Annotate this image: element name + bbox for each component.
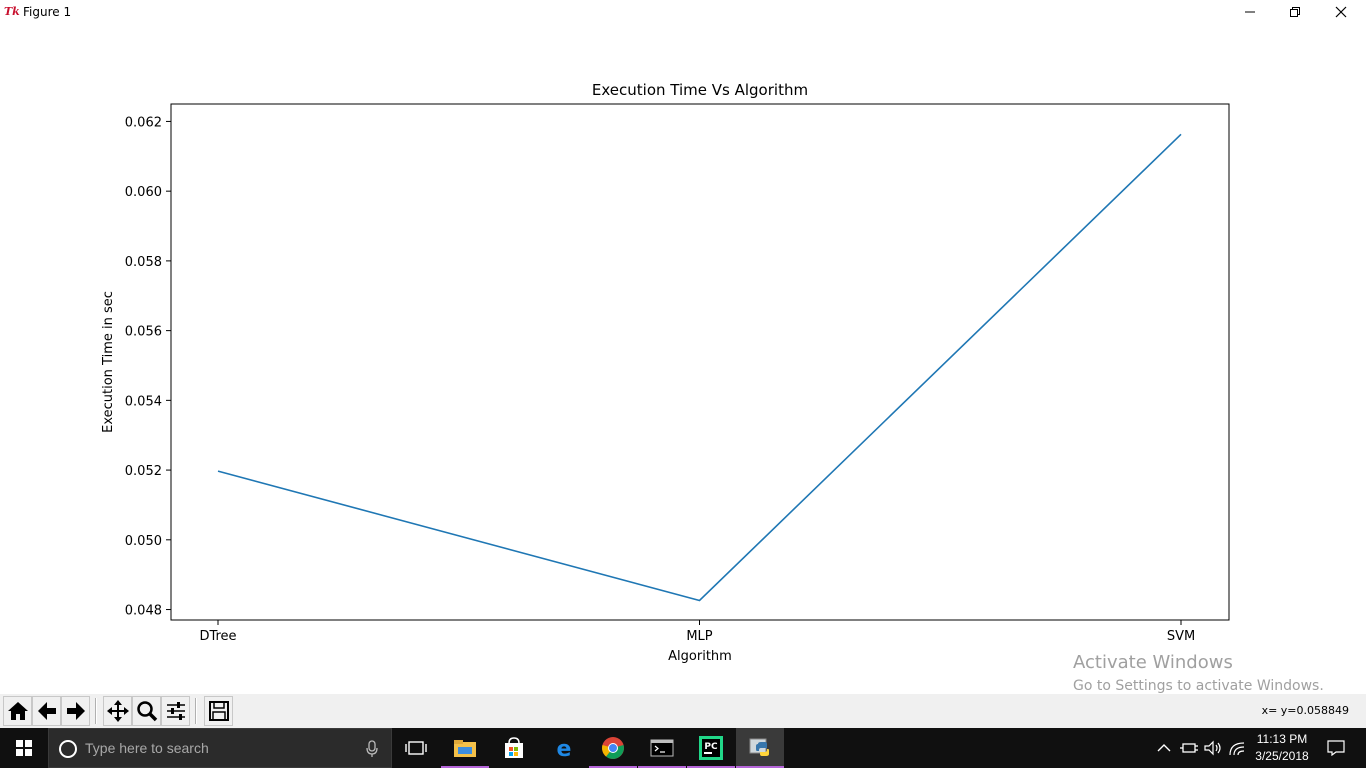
microphone-icon[interactable] <box>365 740 379 758</box>
toolbar-separator <box>95 698 97 724</box>
y-axis: 0.048 0.050 0.052 0.054 0.056 0.058 0.060 0.062 <box>125 115 171 619</box>
activate-windows-watermark: Activate Windows Go to Settings to activ… <box>1073 652 1324 696</box>
running-indicator <box>687 766 735 768</box>
running-indicator <box>589 766 637 768</box>
taskbar-chrome[interactable] <box>589 728 637 768</box>
x-tick-label: MLP <box>686 629 712 644</box>
svg-text:e: e <box>557 737 572 759</box>
configure-subplots-icon <box>166 702 185 720</box>
pycharm-icon: PC <box>699 736 723 760</box>
watermark-title: Activate Windows <box>1073 652 1233 673</box>
tk-icon: Tk <box>4 5 20 18</box>
clock-date: 3/25/2018 <box>1255 749 1309 763</box>
y-tick-label: 0.060 <box>125 185 162 200</box>
windows-logo-icon <box>16 740 32 756</box>
toolbar-separator <box>195 698 197 724</box>
battery-plug-icon <box>1180 743 1198 753</box>
start-button[interactable] <box>0 728 48 768</box>
cortana-icon <box>59 740 77 758</box>
taskbar-python-figure[interactable] <box>736 728 784 768</box>
svg-text:PC: PC <box>704 742 718 752</box>
task-view-icon <box>405 741 427 755</box>
home-icon <box>7 702 28 720</box>
plot-area <box>170 103 1230 621</box>
notification-icon <box>1327 740 1345 756</box>
watermark-subtitle: Go to Settings to activate Windows. <box>1073 678 1324 694</box>
figure-canvas[interactable]: Execution Time Vs Algorithm 0.048 0.050 0.… <box>0 24 1366 694</box>
y-tick-label: 0.048 <box>125 604 162 619</box>
back-button[interactable] <box>32 696 61 726</box>
clock-time: 11:13 PM <box>1256 732 1308 746</box>
pan-button[interactable] <box>103 696 132 726</box>
close-icon <box>1335 6 1347 18</box>
x-axis-label: Algorithm <box>668 649 732 664</box>
forward-arrow-icon <box>66 702 85 720</box>
series-line <box>217 133 1182 602</box>
power-tray-button[interactable] <box>1177 728 1201 768</box>
y-tick-label: 0.050 <box>125 534 162 549</box>
minimize-icon <box>1245 11 1255 13</box>
y-tick-label: 0.052 <box>125 464 162 479</box>
zoom-icon <box>136 701 157 722</box>
chart-title: Execution Time Vs Algorithm <box>592 81 808 99</box>
taskbar-command-prompt[interactable] <box>638 728 686 768</box>
network-tray-button[interactable] <box>1226 728 1250 768</box>
running-indicator <box>441 766 489 768</box>
window-title: Figure 1 <box>23 5 72 19</box>
y-tick-label: 0.056 <box>125 325 162 340</box>
forward-button[interactable] <box>61 696 90 726</box>
minimize-button[interactable] <box>1227 0 1273 24</box>
taskbar-file-explorer[interactable] <box>441 728 489 768</box>
line-chart: Execution Time Vs Algorithm 0.0480.0500.… <box>101 81 1230 664</box>
back-arrow-icon <box>37 702 56 720</box>
y-tick-label: 0.054 <box>125 394 162 409</box>
running-indicator <box>638 766 686 768</box>
taskbar-clock[interactable]: 11:13 PM 3/25/2018 <box>1252 731 1312 765</box>
close-button[interactable] <box>1318 0 1364 24</box>
configure-subplots-button[interactable] <box>161 696 190 726</box>
cursor-coordinates: x= y=0.058849 <box>1261 704 1349 717</box>
pan-icon <box>106 700 129 722</box>
search-placeholder: Type here to search <box>85 740 209 756</box>
save-button[interactable] <box>204 696 233 726</box>
wifi-icon <box>1229 742 1245 756</box>
save-icon <box>208 701 229 721</box>
zoom-button[interactable] <box>132 696 161 726</box>
store-icon <box>505 737 523 758</box>
windows-taskbar: Type here to search <box>0 728 1366 768</box>
y-axis-label: Execution Time in sec <box>101 291 116 433</box>
taskbar-search-box[interactable]: Type here to search <box>48 728 392 768</box>
volume-tray-button[interactable] <box>1201 728 1225 768</box>
chrome-icon <box>602 737 624 759</box>
show-hidden-icons-button[interactable] <box>1153 728 1175 768</box>
edge-icon: e <box>557 737 572 759</box>
taskbar-store[interactable] <box>490 728 538 768</box>
x-tick-label: DTree <box>199 629 236 644</box>
y-tick-label: 0.058 <box>125 255 162 270</box>
running-indicator <box>736 766 784 768</box>
taskbar-pycharm[interactable]: PC <box>687 728 735 768</box>
restore-icon <box>1290 7 1300 17</box>
action-center-button[interactable] <box>1318 728 1354 768</box>
title-bar: Tk Figure 1 <box>0 0 1366 24</box>
cmd-icon <box>650 739 674 757</box>
python-icon <box>749 738 769 756</box>
speaker-icon <box>1204 740 1221 756</box>
restore-button[interactable] <box>1272 0 1318 24</box>
task-view-button[interactable] <box>392 728 440 768</box>
navigation-toolbar: x= y=0.058849 <box>0 694 1366 728</box>
x-axis: DTree MLP SVM <box>199 620 1195 644</box>
x-tick-label: SVM <box>1167 629 1195 644</box>
taskbar-edge[interactable]: e <box>540 728 588 768</box>
y-tick-label: 0.062 <box>125 115 162 130</box>
file-explorer-icon <box>454 740 476 757</box>
home-button[interactable] <box>3 696 32 726</box>
chevron-up-icon <box>1157 744 1171 752</box>
